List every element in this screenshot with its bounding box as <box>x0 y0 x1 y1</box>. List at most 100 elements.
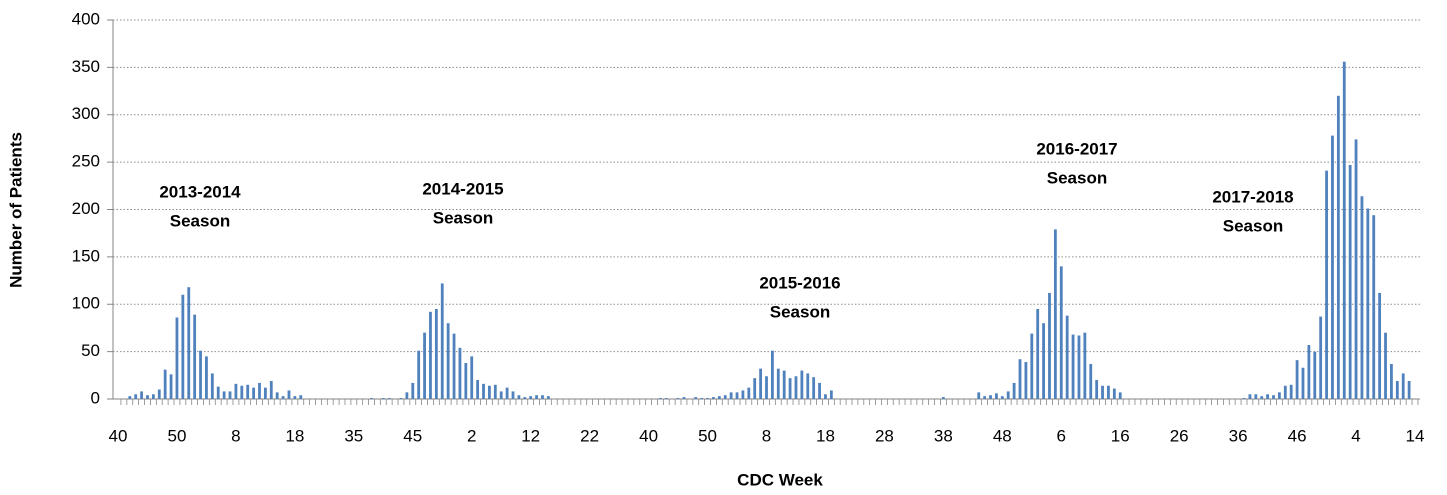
bar <box>464 362 468 399</box>
y-tick-label: 50 <box>81 341 100 360</box>
bar <box>417 350 421 399</box>
bar <box>812 377 816 399</box>
bar <box>205 356 208 399</box>
bar <box>423 332 426 399</box>
bar <box>222 391 226 399</box>
bar <box>753 378 757 399</box>
bar <box>187 287 191 399</box>
x-tick-label: 50 <box>167 426 186 445</box>
bar <box>1331 135 1334 399</box>
bar <box>535 395 538 399</box>
y-tick-label: 100 <box>72 294 100 313</box>
bar <box>234 383 238 399</box>
bar <box>505 387 509 399</box>
annotation: 2013-2014 <box>159 182 241 201</box>
y-tick-label: 200 <box>72 199 100 218</box>
annotation: 2014-2015 <box>422 179 503 198</box>
y-axis-title: Number of Patients <box>6 132 25 288</box>
bar <box>1390 363 1393 399</box>
annotation: 2015-2016 <box>759 273 840 292</box>
x-tick-label: 12 <box>521 426 540 445</box>
x-tick-label: 40 <box>109 426 128 445</box>
bar <box>517 395 521 399</box>
bar <box>1360 196 1364 399</box>
bar <box>1307 344 1311 399</box>
bar <box>800 370 804 399</box>
bar <box>1401 373 1405 399</box>
bar <box>199 350 202 399</box>
bar <box>788 378 792 399</box>
bar <box>434 308 438 399</box>
bar <box>488 385 491 399</box>
bar <box>1384 332 1387 399</box>
bar <box>1366 208 1370 399</box>
bar <box>1278 392 1281 399</box>
bar <box>440 283 444 399</box>
bar <box>1336 95 1340 400</box>
bar <box>818 382 821 399</box>
bar <box>1342 61 1346 399</box>
bar <box>1101 385 1104 399</box>
bar <box>1059 266 1063 399</box>
bar <box>1313 351 1317 399</box>
bar <box>829 390 833 399</box>
x-tick-label: 16 <box>1111 426 1130 445</box>
y-tick-label: 250 <box>72 152 100 171</box>
bar <box>712 397 715 399</box>
bar <box>1036 308 1040 399</box>
annotation: Season <box>433 208 493 227</box>
bar <box>700 398 704 399</box>
bar <box>287 390 291 399</box>
bar <box>1053 229 1057 399</box>
bar <box>694 397 698 399</box>
bar <box>989 395 992 399</box>
bar <box>1248 394 1252 399</box>
x-axis-title: CDC Week <box>737 470 823 489</box>
bar <box>1107 385 1110 399</box>
bar <box>482 383 485 399</box>
bar <box>134 394 138 399</box>
bar <box>269 380 273 399</box>
bar <box>275 392 279 399</box>
bar <box>1407 380 1411 399</box>
bar <box>770 350 774 399</box>
bar <box>782 370 786 399</box>
bar <box>1006 391 1010 399</box>
bar <box>1272 395 1275 399</box>
bar <box>499 391 503 399</box>
bar <box>1254 394 1258 399</box>
bar <box>941 397 945 399</box>
bar <box>1354 139 1358 399</box>
x-tick-label: 14 <box>1406 426 1425 445</box>
bar <box>735 392 739 399</box>
bar <box>706 398 709 399</box>
bar <box>723 395 727 399</box>
bar <box>511 391 515 399</box>
bar <box>794 376 798 399</box>
bar <box>1083 332 1087 399</box>
bar <box>1089 363 1093 399</box>
bar <box>1012 382 1016 399</box>
annotation: 2016-2017 <box>1036 139 1117 158</box>
bar <box>452 333 456 399</box>
bar <box>169 374 173 399</box>
bar <box>210 373 214 399</box>
bar <box>1048 292 1051 399</box>
x-tick-label: 38 <box>934 426 953 445</box>
bar <box>252 387 255 399</box>
bar <box>664 398 668 399</box>
x-tick-label: 26 <box>1170 426 1189 445</box>
bar <box>476 380 480 399</box>
bar <box>370 398 373 399</box>
bar <box>717 396 721 399</box>
annotation: Season <box>170 211 230 230</box>
bar <box>163 369 167 399</box>
bar <box>128 396 132 399</box>
bar <box>228 391 232 399</box>
x-tick-label: 28 <box>875 426 894 445</box>
bar <box>1042 323 1045 399</box>
bar <box>1000 396 1004 399</box>
bar <box>682 397 686 399</box>
y-tick-label: 150 <box>72 246 100 265</box>
